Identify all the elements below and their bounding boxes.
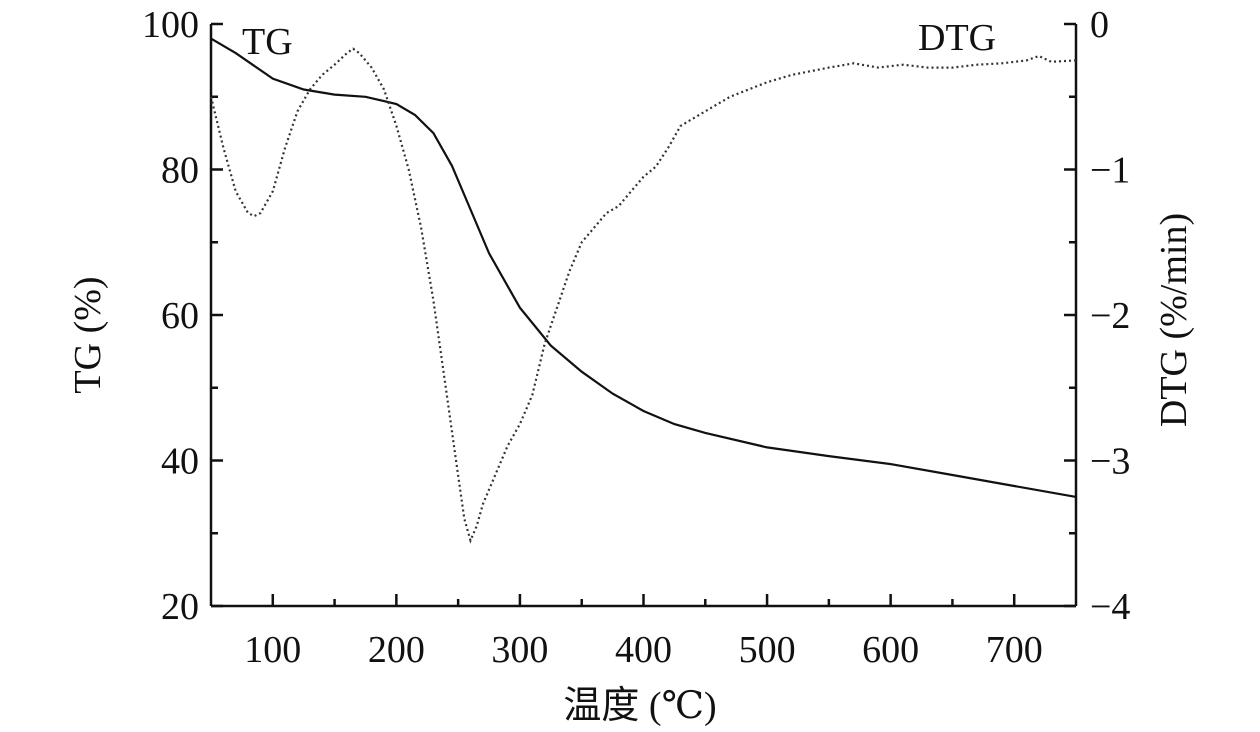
x-tick-label: 700 xyxy=(986,629,1043,671)
x-axis-title: 温度 (℃) xyxy=(563,685,716,727)
axes-group xyxy=(209,24,1078,608)
tg-series-label: TG xyxy=(242,21,293,63)
tg-series-line xyxy=(210,37,1077,498)
dtg-series-line xyxy=(209,47,1077,544)
y-left-tick-label: 80 xyxy=(161,150,199,192)
y-left-axis-title: TG (%) xyxy=(67,276,109,393)
y-right-tick-label: −2 xyxy=(1090,295,1130,337)
y-right-axis-title: DTG (%/min) xyxy=(1153,213,1195,427)
y-left-tick-label: 40 xyxy=(161,441,199,483)
y-left-tick-label: 20 xyxy=(161,586,199,628)
y-right-ticks-group: −4 −3 −2 −1 0 xyxy=(1064,4,1130,628)
x-tick-label: 300 xyxy=(491,629,548,671)
dtg-series-label: DTG xyxy=(918,17,996,59)
x-tick-label: 500 xyxy=(739,629,796,671)
y-right-tick-label: −4 xyxy=(1090,586,1130,628)
y-left-tick-label: 60 xyxy=(161,295,199,337)
x-tick-label: 200 xyxy=(368,629,425,671)
series-group xyxy=(209,37,1077,544)
y-right-tick-label: 0 xyxy=(1090,4,1109,46)
x-ticks-group: 100 200 300 400 500 600 700 xyxy=(244,594,1043,671)
x-tick-label: 600 xyxy=(862,629,919,671)
x-tick-label: 400 xyxy=(615,629,672,671)
x-tick-label: 100 xyxy=(244,629,301,671)
y-left-tick-label: 100 xyxy=(142,4,199,46)
y-left-ticks-group: 20 40 60 80 100 xyxy=(142,4,223,628)
y-right-tick-label: −3 xyxy=(1090,441,1130,483)
y-right-tick-label: −1 xyxy=(1090,150,1130,192)
